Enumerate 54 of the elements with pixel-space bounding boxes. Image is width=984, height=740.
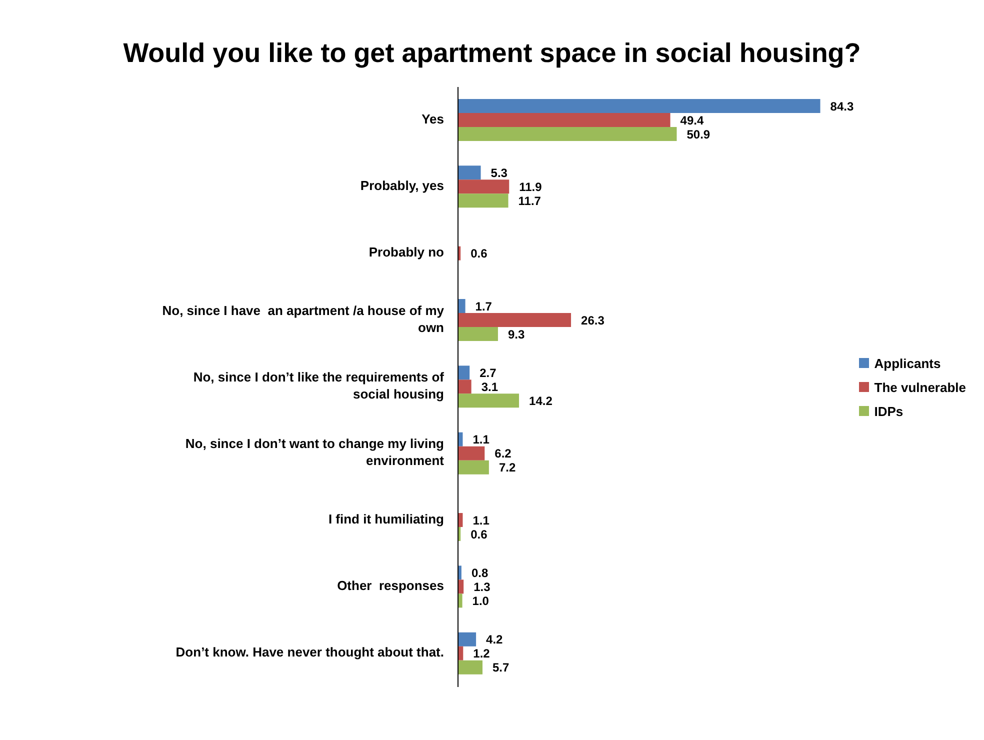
- data-label: 49.4: [680, 113, 704, 128]
- bar: [458, 99, 820, 113]
- bar: [458, 394, 520, 408]
- legend-label: Applicants: [874, 356, 941, 370]
- y-tick-label: I find it humiliating: [328, 512, 444, 527]
- data-label: 26.3: [581, 313, 605, 328]
- y-tick-label: Probably, yes: [360, 178, 444, 194]
- bar: [458, 313, 572, 327]
- y-tick-label: Other responses: [337, 578, 444, 594]
- legend-label: IDPs: [874, 404, 904, 418]
- data-label: 84.3: [830, 99, 854, 114]
- bar: [458, 299, 466, 313]
- bar: [458, 113, 670, 127]
- data-label: 7.2: [498, 460, 516, 475]
- y-tick-label: Don’t know. Have never thought about that.: [176, 645, 444, 660]
- data-label: 1.0: [472, 594, 490, 608]
- data-label: 11.9: [519, 180, 542, 194]
- bar: [458, 594, 462, 608]
- data-label: 14.2: [529, 394, 553, 408]
- y-tick-label: No, since I have an apartment /a house of my own: [162, 303, 445, 336]
- bar: [458, 380, 472, 394]
- chart-title: Would you like to get apartment space in social housing?: [122, 37, 862, 70]
- data-label: 1.3: [474, 580, 491, 594]
- bar: [458, 460, 489, 474]
- bar: [458, 166, 481, 180]
- data-label: 0.6: [470, 527, 488, 542]
- y-tick-label: No, since I don’t want to change my living environment: [185, 436, 445, 469]
- data-label: 9.3: [508, 327, 525, 342]
- data-label: 1.1: [472, 513, 490, 528]
- data-label: 1.1: [472, 432, 490, 447]
- data-label: 50.9: [686, 127, 710, 142]
- data-label: 5.3: [490, 166, 508, 180]
- data-label: 11.7: [518, 194, 542, 208]
- data-label: 1.2: [473, 646, 490, 661]
- bar: [458, 660, 482, 674]
- y-tick-label: Probably no: [368, 245, 444, 260]
- bar: [458, 127, 677, 141]
- bar: [458, 632, 476, 646]
- y-tick-label: No, since I don’t like the requirements of social housing: [193, 370, 445, 402]
- bar: [458, 327, 498, 341]
- bar: [458, 446, 485, 460]
- data-label: 4.2: [486, 632, 504, 647]
- bar: [458, 194, 508, 208]
- data-label: 6.2: [494, 446, 512, 461]
- data-label: 1.7: [475, 299, 492, 314]
- y-tick-label: Yes: [422, 112, 444, 127]
- bar: [458, 180, 510, 194]
- data-label: 5.7: [492, 660, 510, 675]
- legend-label: The vulnerable: [874, 380, 966, 394]
- data-label: 0.6: [470, 246, 488, 261]
- data-label: 3.1: [481, 380, 498, 394]
- data-label: 2.7: [480, 366, 497, 380]
- data-label: 0.8: [471, 566, 488, 580]
- bar: [458, 366, 470, 380]
